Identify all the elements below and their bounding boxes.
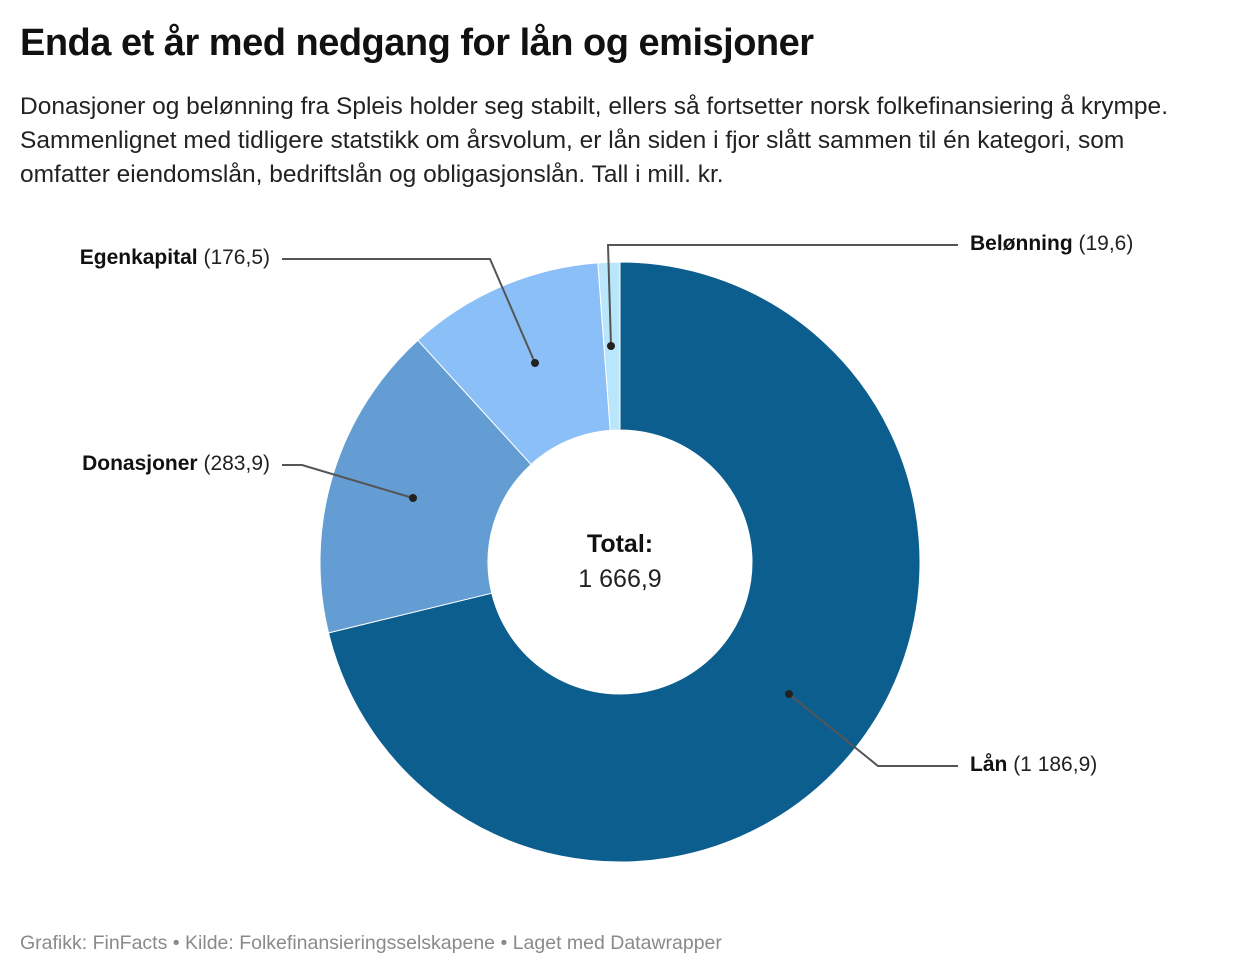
leader-dot-egenkapital xyxy=(531,359,539,367)
leader-line-lan xyxy=(788,693,958,767)
leader-line-donasjoner xyxy=(282,464,414,499)
leader-line-egenkapital xyxy=(282,258,536,364)
label-lan: Lån (1 186,9) xyxy=(970,753,1098,776)
center-value: 1 666,9 xyxy=(578,565,662,593)
slice-donasjoner xyxy=(319,339,532,634)
leader-dot-lan xyxy=(785,690,793,698)
slice-ln xyxy=(327,261,921,863)
chart-title: Enda et år med nedgang for lån og emisjo… xyxy=(20,22,814,64)
chart-subtitle: Donasjoner og belønning fra Spleis holde… xyxy=(20,93,1168,188)
footer-credits: Grafikk: FinFacts • Kilde: Folkefinansie… xyxy=(20,932,722,954)
leader-line-belonning xyxy=(606,244,958,347)
leader-lines xyxy=(282,244,958,767)
label-belonning: Belønning (19,6) xyxy=(970,232,1134,255)
center-label: Total: xyxy=(586,530,654,558)
label-egenkapital: Egenkapital (176,5) xyxy=(79,246,270,269)
leader-dot-donasjoner xyxy=(409,494,417,502)
label-donasjoner: Donasjoner (283,9) xyxy=(82,452,270,475)
leader-dot-belonning xyxy=(607,342,615,350)
